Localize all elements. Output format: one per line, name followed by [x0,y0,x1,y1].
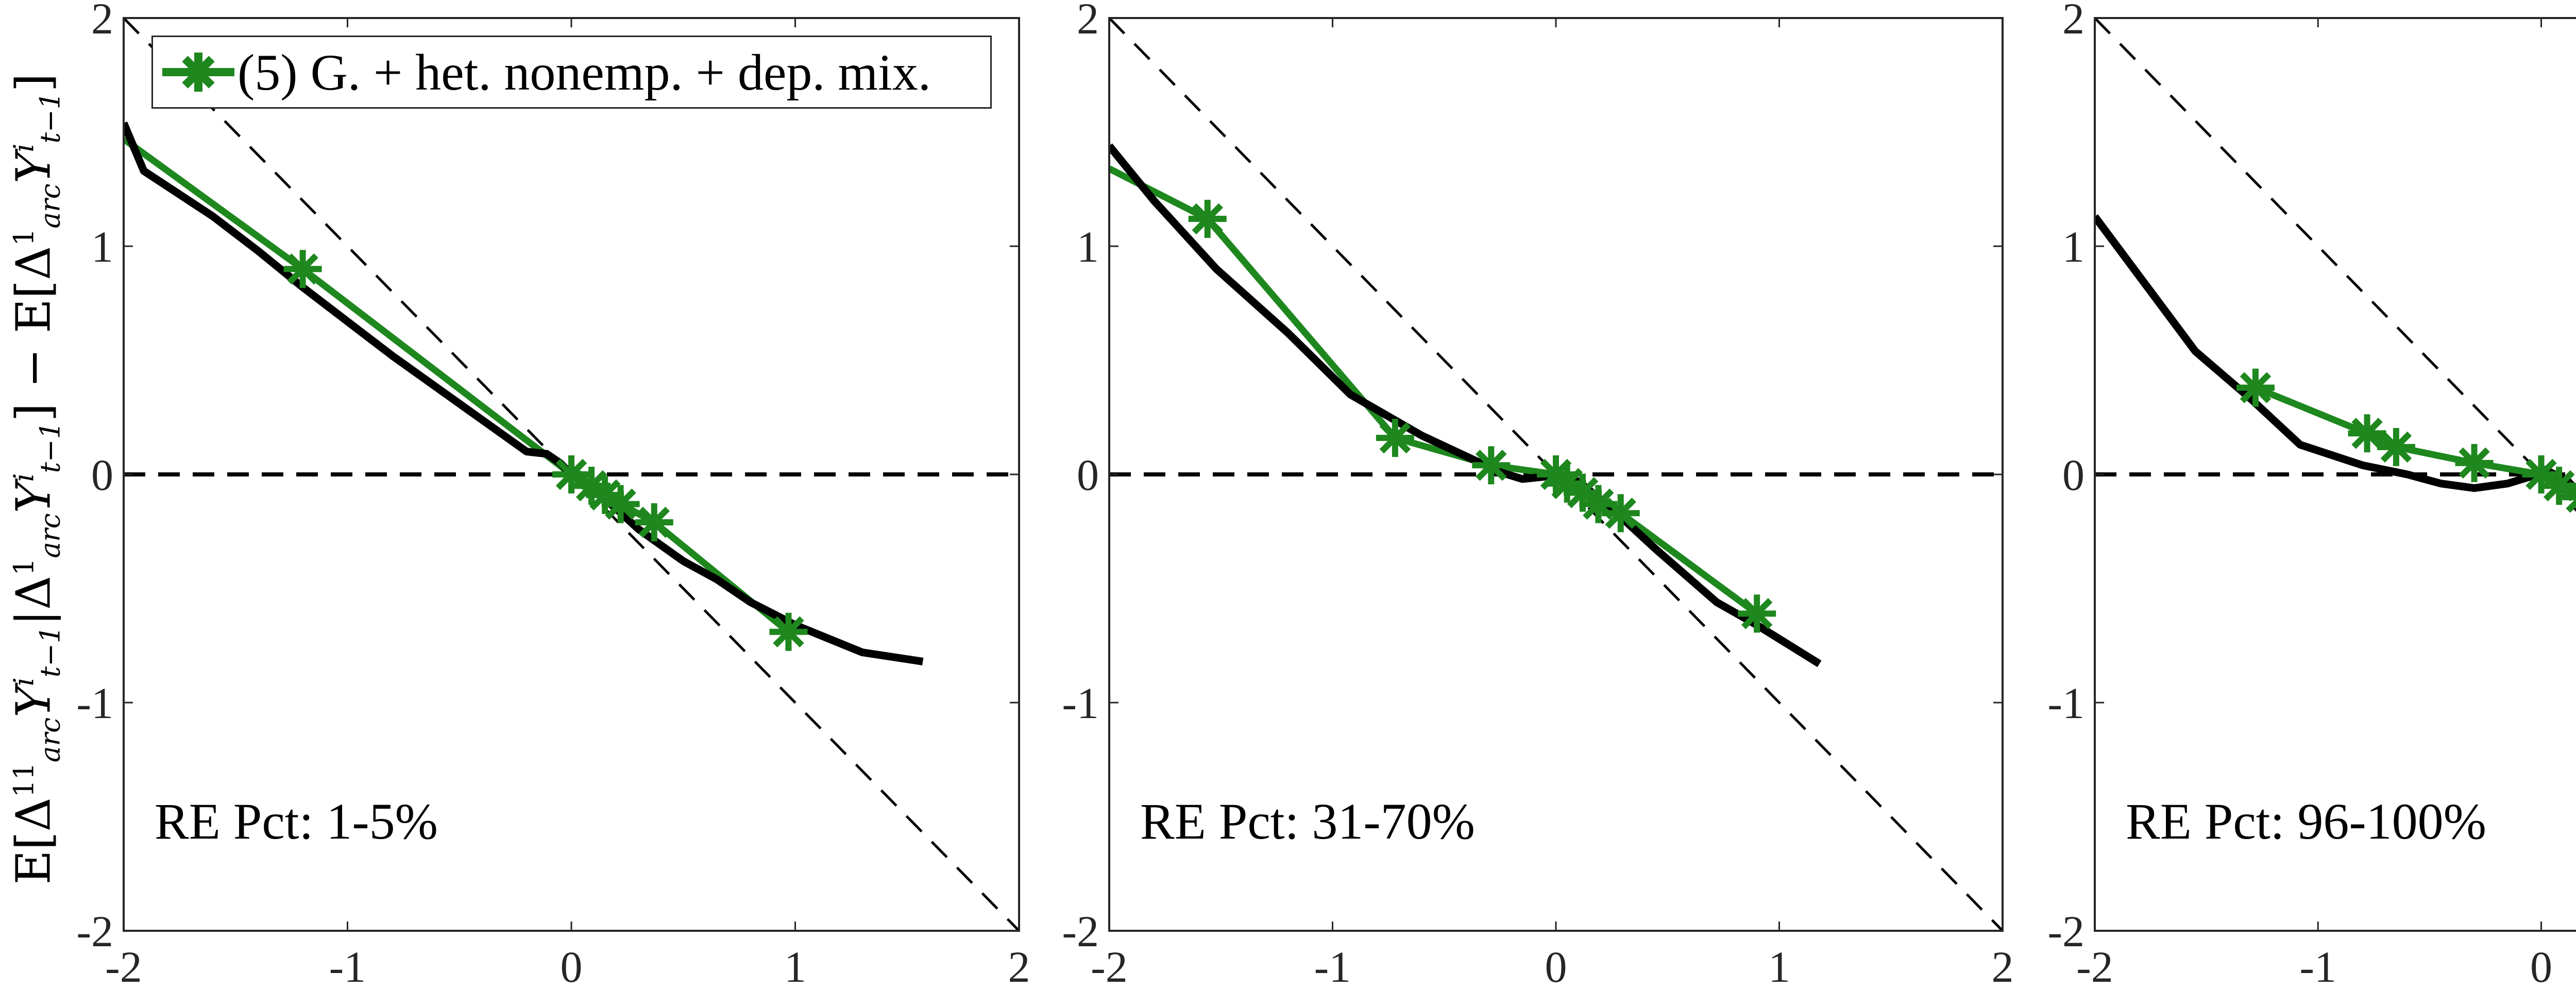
asterisk-marker-icon [2236,368,2275,407]
ylabel-sup: i [7,677,40,687]
legend: (5) G. + het. nonemp. + dep. mix. [151,36,992,109]
x-tick-label: -1 [329,942,366,986]
panel-re-pct-1-5: -2 -1 0 1 2 -2 -1 0 1 2 RE Pct: 1-5% [76,0,1030,989]
ylabel-sub: t−1 [33,92,66,144]
x-tick-label: -1 [2299,942,2336,986]
ylabel-sup: i [7,473,40,482]
asterisk-marker-icon [162,53,234,92]
y-tick-label: -1 [1062,678,1099,728]
asterisk-marker-icon [1188,199,1227,238]
y-tick-label: 0 [91,450,113,500]
ylabel-part: Y [6,152,61,184]
asterisk-marker-icon [1472,446,1511,485]
x-tick-label: 2 [1008,942,1030,986]
panel-annotation: RE Pct: 1-5% [155,793,438,850]
reference-45-degree-line [1109,18,2003,931]
ylabel-sup: 11 [7,762,40,798]
y-tick-label: 2 [91,0,113,43]
y-tick-label: -2 [1062,907,1099,956]
panel-annotation: RE Pct: 31-70% [1140,793,1475,850]
series-layer [124,18,1019,931]
x-tick-label: 1 [1768,942,1790,986]
y-axis-label-text: E[Δ11arcYit−1|Δ1arcYit−1] − E[Δ1arcYit−1… [6,73,66,884]
series-layer [1109,18,2003,931]
y-axis-label: E[Δ11arcYit−1|Δ1arcYit−1] − E[Δ1arcYit−1… [0,0,72,986]
y-tick-label: -1 [2047,678,2084,728]
x-tick-label: 2 [1992,942,2014,986]
x-tick-label: 0 [2530,942,2552,986]
y-tick-label: 1 [91,222,113,271]
ylabel-sub: t−1 [33,421,66,473]
ylabel-sub: arc [33,717,66,763]
panel-annotation: RE Pct: 96-100% [2126,793,2486,850]
asterisk-marker-icon [2377,428,2415,466]
y-tick-label: -1 [76,678,113,728]
asterisk-marker-icon [2455,444,2494,482]
y-tick-label: 0 [2062,450,2084,500]
asterisk-marker-icon [1601,494,1640,533]
y-tick-label: 2 [2062,0,2084,43]
x-tick-label: -1 [1314,942,1351,986]
ylabel-part: Y [6,482,61,514]
asterisk-marker-icon [601,485,640,523]
ylabel-part: ] [6,73,61,92]
y-tick-label: 2 [1077,0,1099,43]
asterisk-marker-icon [1376,419,1414,457]
x-tick-label: 0 [561,942,583,986]
legend-label: (5) G. + het. nonemp. + dep. mix. [238,43,931,101]
reference-45-degree-line [124,18,1019,931]
ylabel-sup: 1 [7,558,40,576]
asterisk-marker-icon [769,612,808,651]
legend-swatch [162,36,234,109]
y-tick-label: -2 [76,907,113,956]
y-tick-label: 1 [1077,222,1099,271]
asterisk-marker-icon [2562,482,2576,513]
ylabel-sub: t−1 [33,625,66,678]
ylabel-part: E[Δ [6,797,61,885]
ylabel-sup: i [7,143,40,152]
ylabel-sub: arc [33,513,66,558]
data-series-line [2095,214,2576,496]
ylabel-part: Y [6,686,61,718]
data-series-line [1109,143,1822,668]
asterisk-marker-icon [635,503,673,542]
ylabel-sub: arc [33,183,66,229]
y-tick-label: 1 [2062,222,2084,271]
x-tick-label: 1 [784,942,806,986]
y-tick-label: -2 [2047,907,2084,956]
asterisk-marker-icon [1738,594,1776,633]
panel-re-pct-31-70: -2 -1 0 1 2 -2 -1 0 1 2 RE Pct: 31-70% [1062,0,2014,989]
x-tick-label: -2 [2076,942,2113,986]
asterisk-marker-icon [283,250,322,288]
ylabel-sup: 1 [7,228,40,246]
y-tick-label: 0 [1077,450,1099,500]
ylabel-part: |Δ [6,575,61,626]
x-tick-label: -2 [1091,942,1128,986]
series-layer [2095,18,2576,513]
ylabel-part: ] − E[Δ [6,246,61,422]
asterisk-marker-icon [2348,414,2386,453]
x-tick-label: 0 [1545,942,1567,986]
x-tick-label: -2 [105,942,142,986]
